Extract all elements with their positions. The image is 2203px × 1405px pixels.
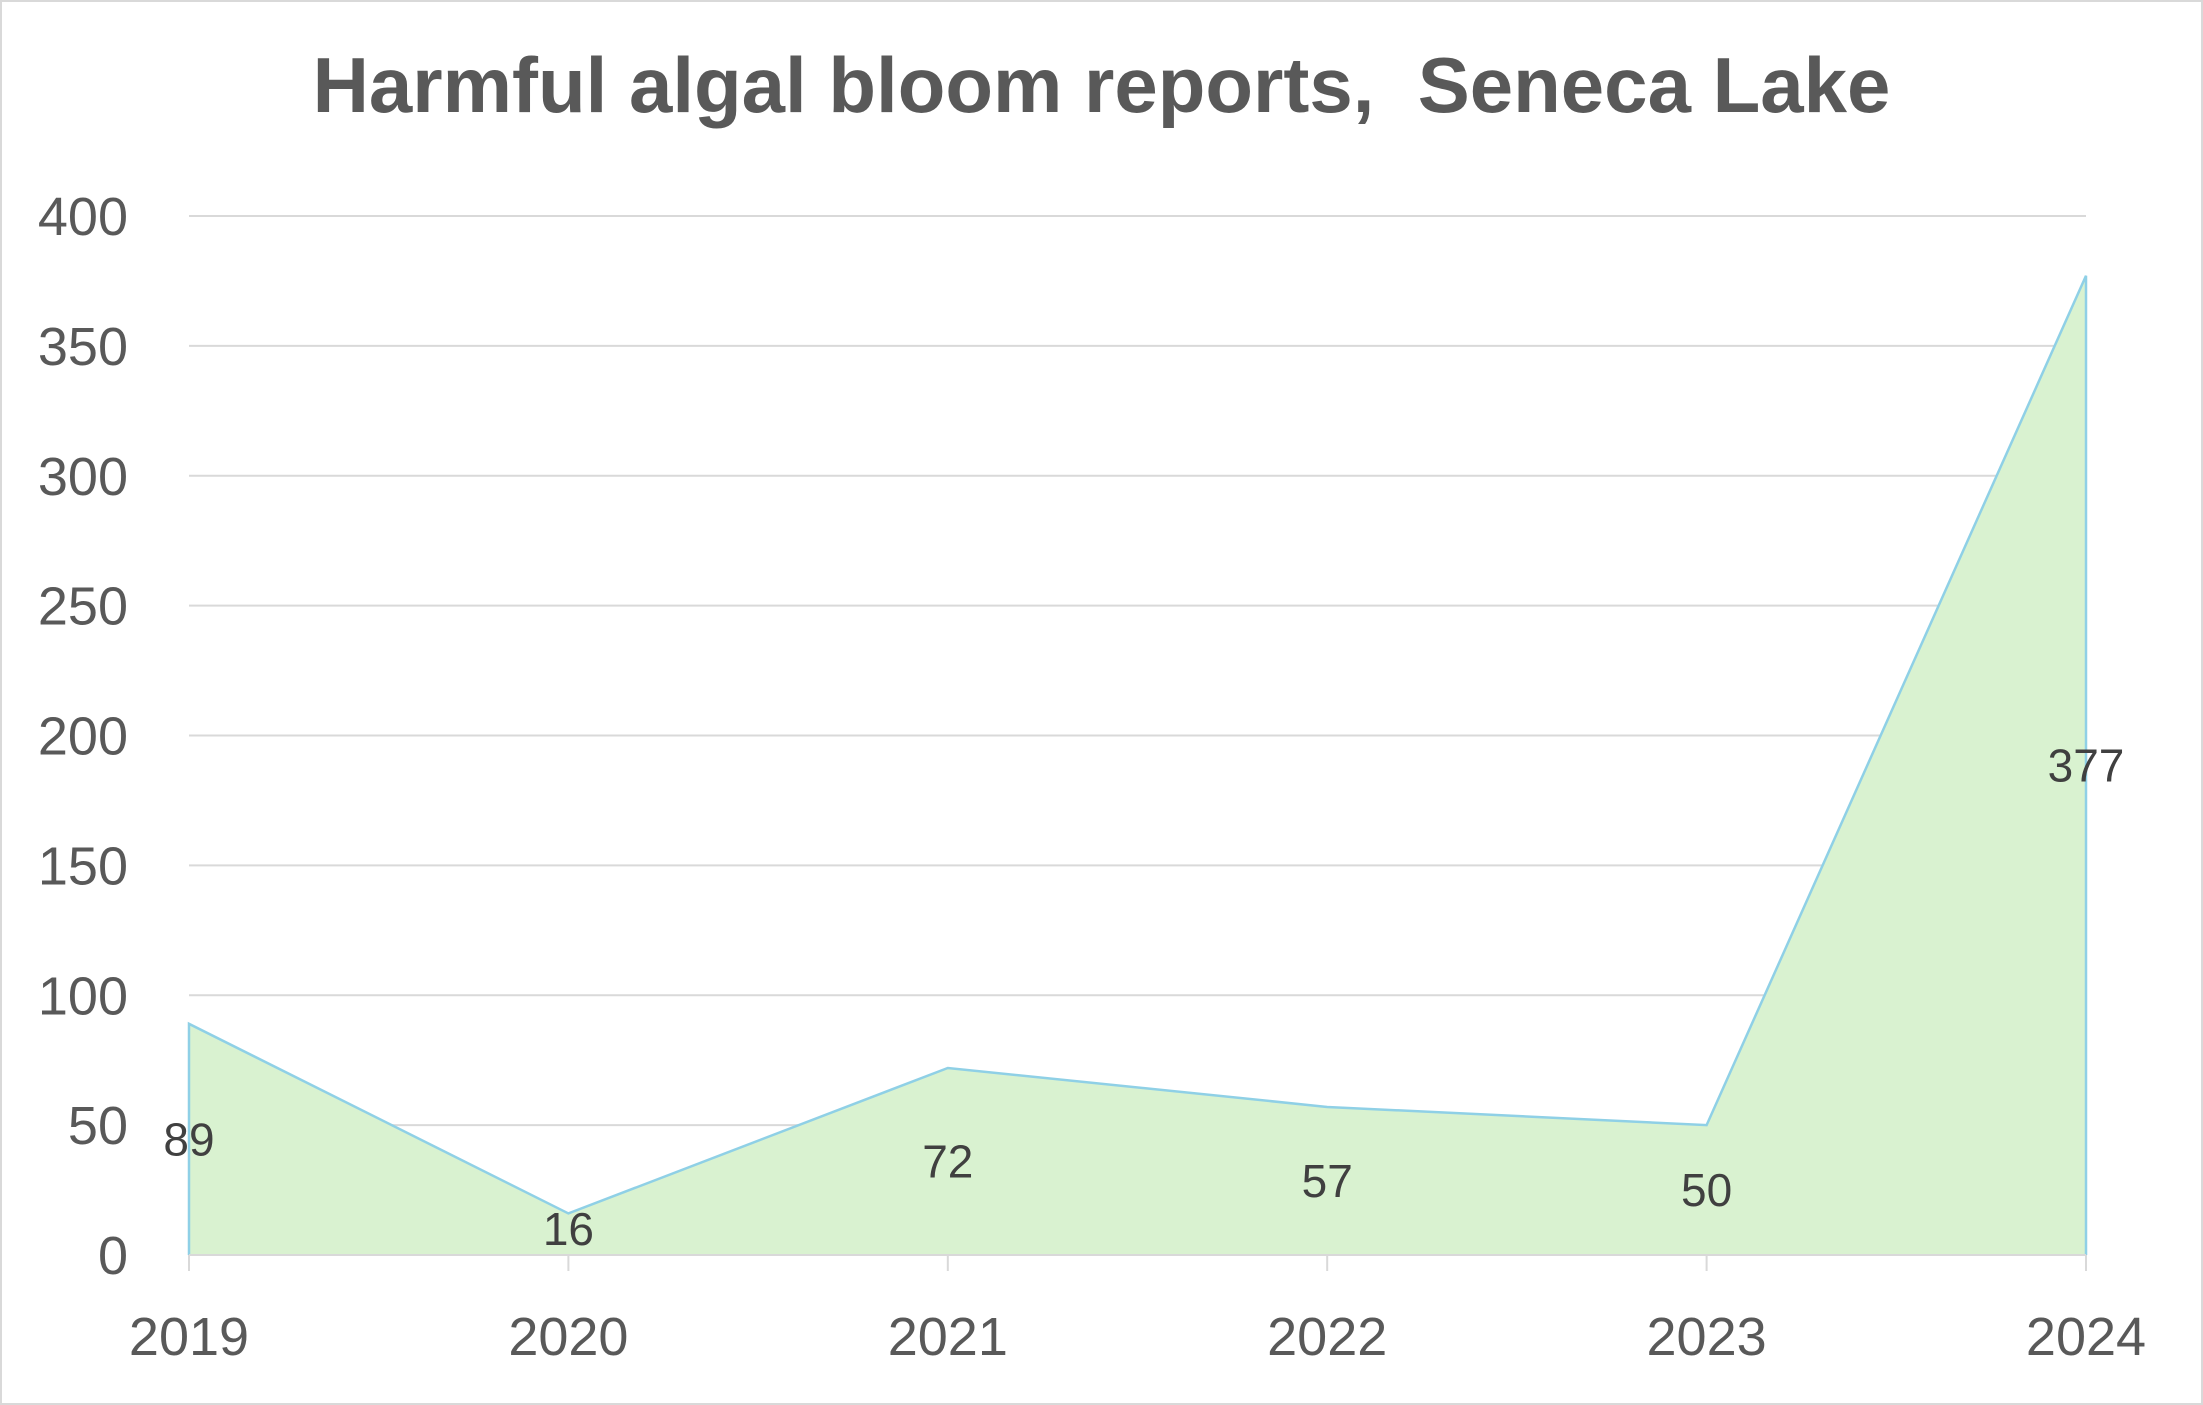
y-tick-label-250: 250 <box>38 577 128 637</box>
y-tick-label-150: 150 <box>38 836 128 896</box>
x-tick-label-2020: 2020 <box>508 1307 628 1367</box>
y-tick-label-400: 400 <box>38 187 128 247</box>
data-label-2024: 377 <box>2048 739 2125 791</box>
x-tick-label-2022: 2022 <box>1267 1307 1387 1367</box>
x-tick-label-2021: 2021 <box>888 1307 1008 1367</box>
y-tick-label-50: 50 <box>68 1096 128 1156</box>
y-tick-label-0: 0 <box>98 1226 128 1286</box>
data-label-2020: 16 <box>543 1203 594 1255</box>
x-tick-label-2024: 2024 <box>2026 1307 2146 1367</box>
y-tick-label-350: 350 <box>38 317 128 377</box>
data-label-2022: 57 <box>1302 1155 1353 1207</box>
data-label-2019: 89 <box>163 1113 214 1165</box>
y-tick-label-300: 300 <box>38 447 128 507</box>
x-tick-label-2019: 2019 <box>129 1307 249 1367</box>
y-tick-label-100: 100 <box>38 966 128 1026</box>
data-label-2023: 50 <box>1681 1164 1732 1216</box>
data-label-2021: 72 <box>922 1135 973 1187</box>
area-fill <box>189 275 2086 1255</box>
area-series-line <box>187 275 2088 1255</box>
chart-title: Harmful algal bloom reports, Seneca Lake <box>312 41 1891 129</box>
y-tick-label-200: 200 <box>38 707 128 767</box>
x-tick-label-2023: 2023 <box>1647 1307 1767 1367</box>
